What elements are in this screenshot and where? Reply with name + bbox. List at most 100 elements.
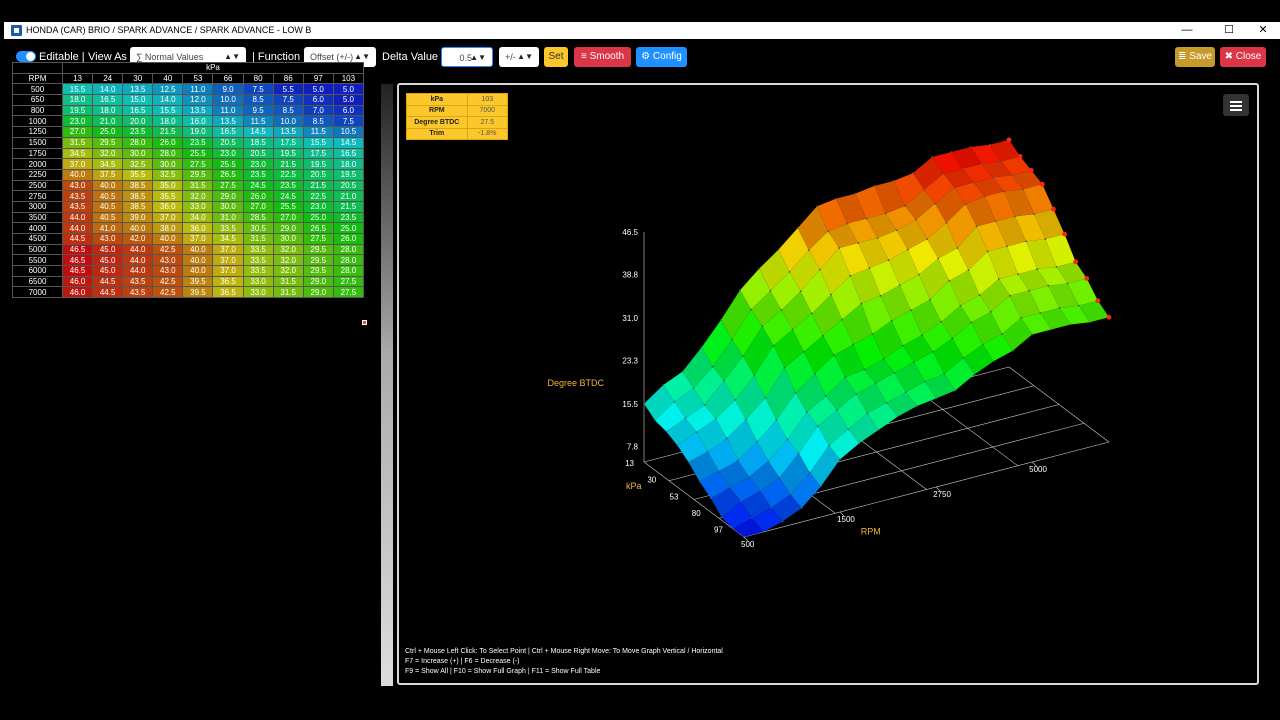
surface-point[interactable]	[857, 242, 860, 244]
table-cell[interactable]: 19.5	[61, 104, 94, 117]
maximize-button[interactable]: ☐	[1224, 24, 1234, 36]
surface-point[interactable]	[1036, 268, 1039, 270]
table-cell[interactable]: 29.5	[92, 136, 124, 149]
surface-point[interactable]	[681, 370, 684, 373]
table-cell[interactable]: 30.0	[122, 147, 154, 160]
table-cell[interactable]: 5.5	[272, 83, 304, 96]
table-cell[interactable]: 29.0	[302, 286, 334, 299]
surface-point[interactable]	[890, 319, 893, 322]
delta-stepper-icon[interactable]: ▲▼	[470, 53, 486, 62]
table-cell[interactable]: 31.5	[242, 233, 274, 245]
surface-point[interactable]	[1039, 311, 1042, 314]
surface-point[interactable]	[791, 328, 794, 331]
table-cell[interactable]: 12.0	[182, 94, 214, 106]
surface-point[interactable]	[860, 302, 863, 305]
selected-point[interactable]	[1106, 314, 1112, 320]
surface-point[interactable]	[739, 289, 741, 292]
surface-point[interactable]	[692, 387, 695, 390]
table-cell[interactable]: 25.5	[182, 147, 214, 160]
surface-point[interactable]	[895, 229, 898, 232]
table-cell[interactable]: 15.5	[152, 104, 184, 117]
table-cell[interactable]: 21.5	[302, 179, 334, 192]
table-cell[interactable]: 44.5	[92, 286, 124, 299]
table-cell[interactable]: 34.5	[61, 147, 94, 160]
table-cell[interactable]: 8.5	[302, 115, 334, 128]
table-cell[interactable]: 13.5	[122, 83, 154, 96]
surface-point[interactable]	[816, 425, 819, 427]
table-cell[interactable]: 38.5	[122, 179, 154, 192]
surface-point[interactable]	[935, 397, 938, 400]
surface-point[interactable]	[819, 268, 821, 271]
surface-point[interactable]	[988, 143, 991, 146]
surface-point[interactable]	[950, 151, 953, 153]
surface-plot[interactable]: 46.5 38.8 31.0 23.3 15.5 7.8 Degree BTDC 500 150…	[399, 85, 1257, 683]
surface-point[interactable]	[994, 220, 997, 223]
surface-point[interactable]	[783, 366, 786, 369]
surface-point[interactable]	[762, 531, 765, 533]
table-cell[interactable]: 36.5	[212, 286, 244, 299]
table-cell[interactable]: 29.5	[302, 243, 334, 256]
surface-point[interactable]	[780, 309, 783, 312]
surface-point[interactable]	[836, 409, 838, 411]
surface-point[interactable]	[753, 374, 756, 377]
table-cell[interactable]: 34.5	[92, 158, 124, 170]
surface-point[interactable]	[1066, 282, 1069, 285]
table-cell[interactable]: 16.5	[92, 94, 124, 106]
surface-point[interactable]	[932, 350, 934, 353]
smooth-button[interactable]: ≡ Smooth	[574, 47, 631, 67]
surface-point[interactable]	[892, 179, 895, 182]
surface-point[interactable]	[740, 500, 742, 503]
surface-point[interactable]	[825, 395, 827, 397]
table-cell[interactable]: 36.5	[212, 275, 244, 288]
table-cell[interactable]: 7.0	[302, 104, 334, 117]
table-cell[interactable]: 35.5	[122, 168, 154, 181]
selected-point[interactable]	[1006, 137, 1012, 143]
surface-point[interactable]	[1012, 349, 1014, 352]
surface-point[interactable]	[1006, 245, 1008, 248]
surface-point[interactable]	[737, 459, 739, 462]
table-cell[interactable]: 27.5	[332, 286, 365, 299]
table-cell[interactable]: 27.5	[302, 233, 334, 245]
table-cell[interactable]: 5.0	[332, 83, 365, 96]
table-cell[interactable]: 37.0	[212, 243, 244, 256]
table-cell[interactable]: 37.0	[212, 254, 244, 267]
surface-point[interactable]	[1077, 304, 1080, 307]
surface-point[interactable]	[835, 197, 838, 200]
surface-point[interactable]	[775, 419, 778, 421]
surface-point[interactable]	[720, 516, 723, 519]
surface-point[interactable]	[1033, 213, 1036, 216]
surface-point[interactable]	[777, 248, 780, 251]
table-cell[interactable]: 27.5	[212, 179, 244, 192]
table-cell[interactable]: 46.5	[61, 243, 94, 256]
table-cell[interactable]: 23.0	[61, 115, 94, 128]
table-cell[interactable]: 29.0	[302, 275, 334, 288]
table-cell[interactable]: 24.5	[242, 179, 274, 192]
table-cell[interactable]: 25.5	[272, 200, 304, 213]
table-cell[interactable]: 16.5	[212, 126, 244, 138]
surface-point[interactable]	[764, 396, 767, 399]
config-button[interactable]: ⚙ Config	[636, 47, 687, 67]
surface-point[interactable]	[751, 517, 753, 520]
table-cell[interactable]: 46.5	[61, 254, 94, 267]
table-cell[interactable]: 15.0	[122, 94, 154, 106]
selected-point[interactable]	[1017, 154, 1023, 159]
minimize-button[interactable]: —	[1181, 24, 1193, 36]
table-cell[interactable]: 9.5	[242, 104, 274, 117]
table-cell[interactable]: 32.0	[182, 190, 214, 202]
surface-point[interactable]	[1025, 240, 1028, 243]
surface-point[interactable]	[1000, 333, 1003, 335]
surface-point[interactable]	[921, 334, 923, 336]
table-cell[interactable]: 44.5	[92, 275, 124, 288]
table-cell[interactable]: 14.0	[152, 94, 184, 106]
table-cell[interactable]: 24.5	[272, 190, 304, 202]
table-cell[interactable]: 13.5	[212, 115, 244, 128]
table-cell[interactable]: 28.0	[152, 147, 184, 160]
surface-point[interactable]	[772, 344, 775, 347]
table-cell[interactable]: 41.0	[92, 222, 124, 234]
table-cell[interactable]: 15.5	[302, 136, 334, 149]
surface-point[interactable]	[980, 162, 983, 165]
table-cell[interactable]: 31.5	[272, 275, 304, 288]
table-cell[interactable]: 40.0	[182, 254, 214, 267]
selected-point[interactable]	[1051, 206, 1056, 212]
surface-point[interactable]	[962, 356, 965, 359]
